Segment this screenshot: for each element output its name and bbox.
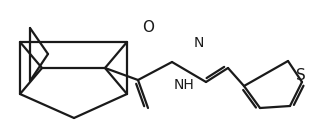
Text: N: N xyxy=(194,36,204,50)
Text: S: S xyxy=(296,67,306,83)
Text: NH: NH xyxy=(174,78,195,92)
Text: O: O xyxy=(142,20,154,35)
